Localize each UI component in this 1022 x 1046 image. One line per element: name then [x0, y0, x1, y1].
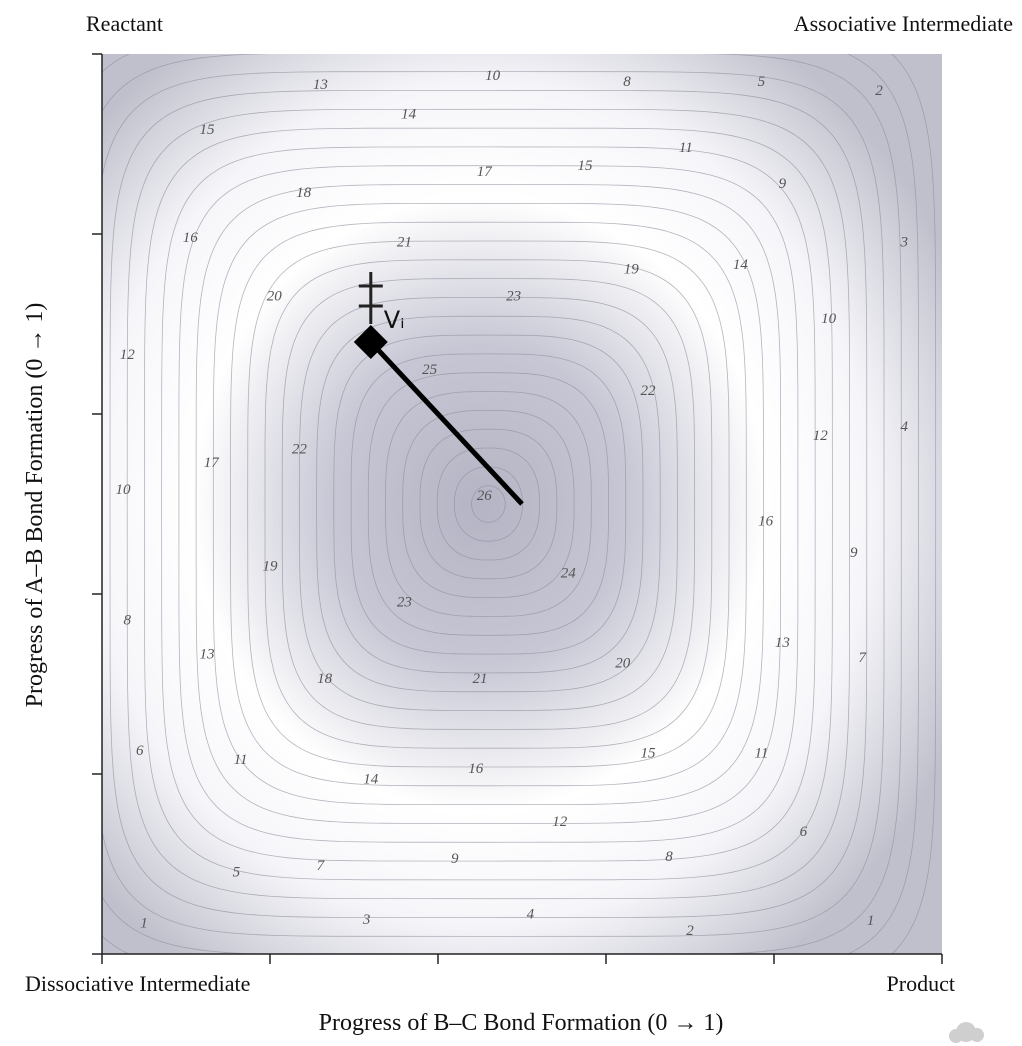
contour-label: 14	[401, 107, 417, 123]
contour-label: 13	[200, 647, 215, 663]
contour-label: 8	[665, 849, 673, 865]
contour-label: 25	[422, 362, 438, 378]
contour-label: 26	[477, 488, 493, 504]
watermark-logo	[949, 1022, 984, 1043]
contour-line	[333, 334, 644, 674]
contour-line	[350, 353, 627, 655]
contour-label: 16	[468, 761, 484, 777]
contour-label: 15	[200, 122, 216, 138]
contour-line	[212, 203, 764, 805]
contour-label: 9	[850, 545, 858, 561]
contour-label: 11	[754, 746, 768, 762]
contour-line	[178, 165, 799, 843]
reaction-path-line	[368, 340, 524, 506]
axis-ticks	[92, 53, 943, 964]
y-axis-title: Progress of A–B Bond Formation (0 → 1)	[22, 303, 48, 708]
contour-label: 21	[397, 234, 412, 250]
contour-lines	[102, 54, 937, 954]
contour-label: 8	[623, 74, 631, 90]
contour-line	[264, 259, 713, 749]
contour-label: 15	[578, 158, 594, 174]
contour-line	[143, 127, 833, 881]
contour-line	[419, 428, 558, 580]
contour-label: 2	[875, 83, 883, 99]
contour-label: 5	[758, 74, 766, 90]
contour-label: 12	[813, 428, 829, 444]
contour-label: 14	[733, 257, 749, 273]
contour-label: 24	[561, 566, 577, 582]
contour-label: 16	[183, 230, 199, 246]
contour-label: 20	[615, 656, 631, 672]
x-axis-title: Progress of B–C Bond Formation (0 → 1)	[319, 1010, 724, 1036]
contour-label: 13	[775, 635, 790, 651]
contour-line	[230, 221, 747, 787]
contour-label: 1	[140, 916, 148, 932]
contour-line	[402, 410, 575, 598]
contour-line	[316, 315, 661, 693]
transition-state-label: Vᵢ	[384, 306, 405, 334]
contour-label: 1	[867, 913, 875, 929]
contour-line	[195, 184, 782, 824]
contour-label: 10	[821, 311, 837, 327]
contour-label: 11	[234, 752, 248, 768]
corner-label-associative: Associative Intermediate	[794, 11, 1013, 36]
contour-label: 9	[779, 176, 787, 192]
transition-state-dagger-icon	[358, 272, 383, 324]
contour-line	[298, 296, 678, 712]
contour-label: 17	[204, 455, 221, 471]
contour-label: 12	[120, 347, 136, 363]
contour-label: 6	[800, 824, 808, 840]
contour-label: 16	[758, 513, 774, 529]
contour-line	[436, 447, 540, 561]
contour-line	[102, 54, 902, 954]
contour-line	[385, 391, 592, 617]
contour-label: 23	[397, 594, 412, 610]
contour-label: 7	[317, 858, 326, 874]
contour-line	[161, 146, 816, 862]
corner-label-product: Product	[887, 971, 955, 996]
contour-label: 20	[267, 288, 283, 304]
contour-label: 22	[641, 383, 657, 399]
contour-label: 18	[296, 185, 312, 201]
contour-label: 15	[641, 746, 657, 762]
contour-label: 14	[363, 772, 379, 788]
corner-label-dissociative: Dissociative Intermediate	[25, 971, 250, 996]
contour-line	[281, 278, 696, 730]
contour-label: 18	[317, 671, 333, 687]
contour-label: 21	[473, 671, 488, 687]
contour-label: 6	[136, 743, 144, 759]
contour-label: 8	[123, 612, 131, 628]
contour-label: 9	[451, 851, 459, 867]
contour-label: 4	[900, 419, 908, 435]
contour-label: 10	[116, 482, 132, 498]
contour-line	[109, 89, 868, 919]
contour-line	[126, 108, 851, 900]
contour-label: 22	[292, 441, 308, 457]
transition-state-marker	[353, 325, 388, 359]
contour-label: 19	[624, 261, 640, 277]
contour-label: 12	[552, 814, 568, 830]
contour-label: 7	[858, 650, 867, 666]
contour-label: 17	[477, 164, 494, 180]
contour-label: 3	[899, 234, 908, 250]
contour-label: 3	[362, 912, 371, 928]
contour-line	[247, 240, 730, 768]
contour-line	[471, 485, 506, 523]
contour-line	[102, 71, 885, 937]
contour-label: 19	[263, 558, 279, 574]
contour-line	[367, 372, 609, 636]
contour-label: 11	[679, 140, 693, 156]
contour-label: 10	[485, 68, 501, 84]
corner-label-reactant: Reactant	[86, 11, 163, 36]
contour-label: 5	[233, 864, 241, 880]
contour-label: 13	[313, 77, 328, 93]
contour-line	[454, 466, 523, 542]
contour-label: 23	[506, 288, 521, 304]
contour-label: 4	[527, 907, 535, 923]
contour-label: 2	[686, 923, 694, 939]
